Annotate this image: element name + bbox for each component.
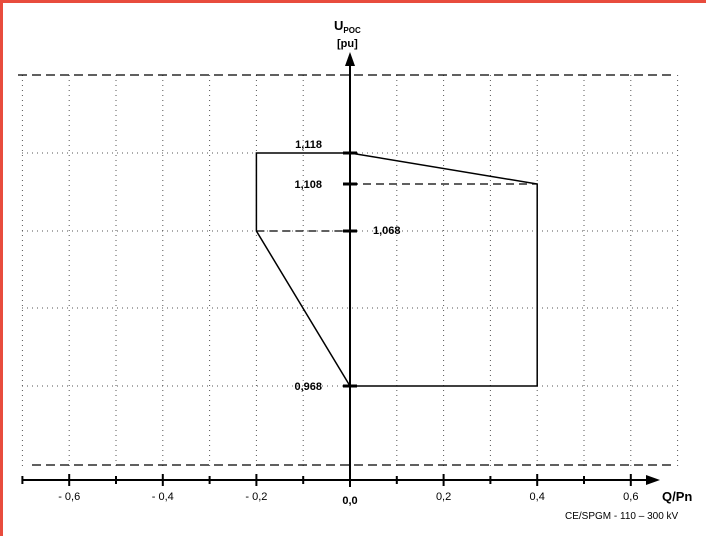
y-axis-label-sub: POC xyxy=(343,26,361,35)
envelope xyxy=(255,152,538,387)
labels: Q/Pn UPOC [pu] CE/SPGM - 110 – 300 kV - … xyxy=(58,18,692,522)
y-value-label: 1,108 xyxy=(294,179,322,191)
y-axis-label-main: U xyxy=(334,18,343,33)
x-tick-label: - 0,2 xyxy=(245,491,267,503)
axes xyxy=(21,52,660,487)
frame-left-border xyxy=(0,0,3,536)
y-value-label: 0,968 xyxy=(294,381,322,393)
x-axis-arrow xyxy=(646,475,660,485)
x-tick-label: 0,2 xyxy=(436,491,451,503)
y-axis-unit: [pu] xyxy=(337,38,358,50)
y-axis-label: UPOC xyxy=(334,18,361,35)
x-tick-label: 0,4 xyxy=(530,491,545,503)
frame-top-border xyxy=(0,0,706,3)
x-tick-label: - 0,6 xyxy=(58,491,80,503)
bound-lines xyxy=(18,74,676,466)
x-tick-label: - 0,4 xyxy=(152,491,174,503)
y-value-label: 1,118 xyxy=(295,139,322,151)
chart-note: CE/SPGM - 110 – 300 kV xyxy=(565,511,679,522)
y-axis-arrow xyxy=(345,52,355,66)
x-tick-label: 0,6 xyxy=(623,491,638,503)
x-axis-label: Q/Pn xyxy=(662,489,692,504)
y-value-label: 1,068 xyxy=(373,225,401,237)
x-tick-label: 0,0 xyxy=(342,495,357,507)
